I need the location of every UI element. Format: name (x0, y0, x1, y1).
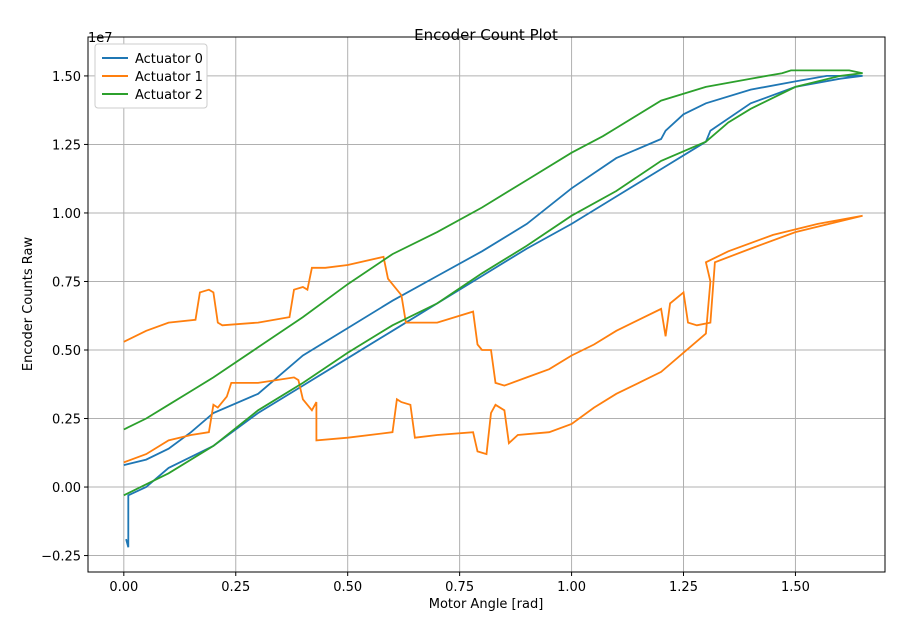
legend-label: Actuator 0 (135, 52, 203, 67)
data-line (123, 214, 863, 464)
y-tick-label: 0.75 (52, 275, 81, 290)
x-tick-label: 1.00 (557, 580, 586, 595)
x-tick-label: 0.75 (445, 580, 474, 595)
axes-frame (87, 36, 886, 573)
x-axis-label: Motor Angle [rad] (429, 597, 544, 612)
legend: Actuator 0 Actuator 1 Actuator 2 (94, 43, 208, 109)
y-tick-label: 0.25 (52, 413, 81, 428)
y-tick-label: 0.00 (52, 481, 81, 496)
x-tick-label: 0.50 (333, 580, 362, 595)
y-offset-label: 1e7 (88, 31, 113, 46)
legend-box (94, 43, 208, 109)
x-tick-label: 0.00 (109, 580, 138, 595)
x-tick-label: 1.50 (781, 580, 810, 595)
y-tick-label: 1.25 (52, 138, 81, 153)
chart-title: Encoder Count Plot (414, 26, 558, 44)
legend-label: Actuator 1 (135, 70, 203, 85)
x-tick-label: 1.25 (669, 580, 698, 595)
data-line (123, 69, 863, 497)
y-tick-label: 1.00 (52, 207, 81, 222)
y-tick-label: 1.50 (52, 70, 81, 85)
legend-label: Actuator 2 (135, 88, 203, 103)
y-axis-label: Encoder Counts Raw (21, 237, 36, 372)
data-line (123, 75, 863, 548)
x-tick-label: 0.25 (221, 580, 250, 595)
y-tick-label: −0.25 (41, 550, 81, 565)
y-tick-label: 0.50 (52, 344, 81, 359)
